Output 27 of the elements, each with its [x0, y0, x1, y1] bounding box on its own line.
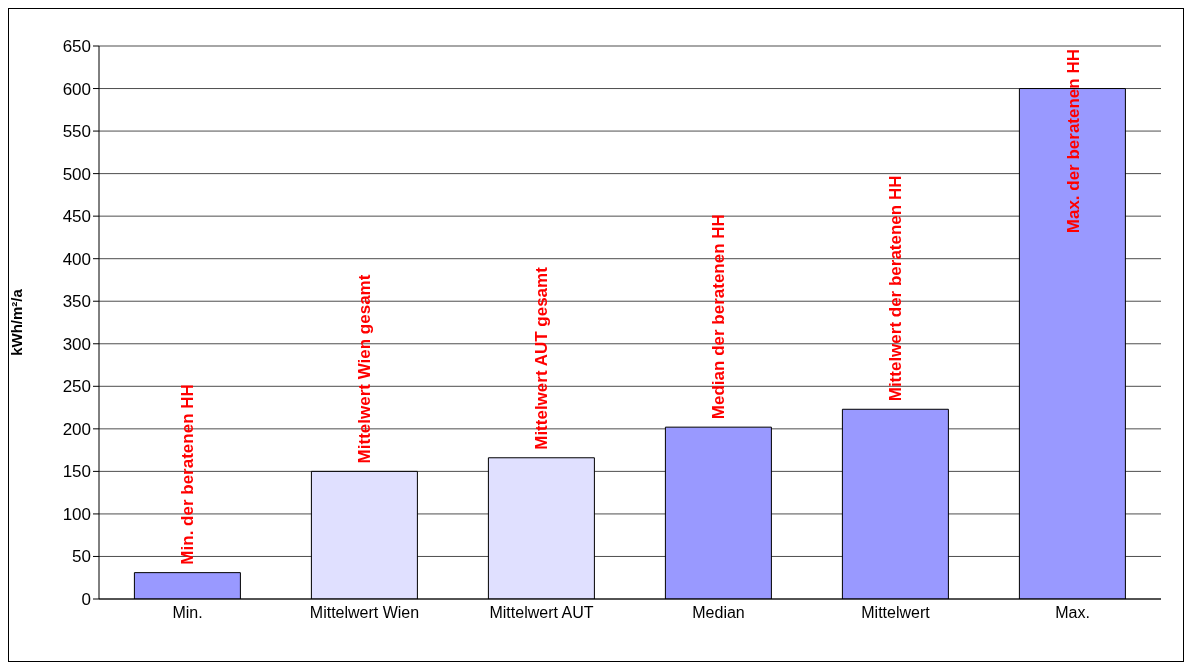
y-tick-label: 50 — [72, 547, 91, 567]
x-tick-label: Mittelwert AUT — [489, 604, 594, 622]
y-tick-label: 500 — [62, 164, 91, 184]
annotation: Mittelwert Wien gesamt — [355, 274, 375, 464]
y-tick-label: 300 — [62, 334, 91, 354]
annotation: Mittelwert AUT gesamt — [532, 266, 552, 450]
x-tick-label: Median — [692, 604, 745, 622]
annotation: Min. der beratenen HH — [178, 384, 198, 565]
annotation: Mittelwert der beratenen HH — [886, 175, 906, 402]
y-tick-label: 0 — [81, 590, 91, 610]
y-tick-label: 250 — [62, 377, 91, 397]
y-tick-label: 550 — [62, 122, 91, 142]
y-tick-label: 200 — [62, 419, 91, 439]
x-tick-label: Max. — [1055, 604, 1090, 622]
y-tick-label: 400 — [62, 249, 91, 269]
y-tick-label: 450 — [62, 207, 91, 227]
x-tick-label: Mittelwert — [861, 604, 931, 622]
y-axis-title: kWh/m²/a — [8, 288, 26, 356]
annotation: Max. der beratenen HH — [1063, 49, 1083, 234]
y-tick-label: 350 — [62, 292, 91, 312]
annotation: Median der beratenen HH — [709, 214, 729, 420]
x-tick-label: Min. — [172, 604, 203, 622]
y-tick-label: 150 — [62, 462, 91, 482]
y-tick-label: 600 — [62, 79, 91, 99]
y-tick-label: 100 — [62, 504, 91, 524]
x-tick-label: Mittelwert Wien — [309, 604, 420, 622]
y-tick-label: 650 — [62, 37, 91, 57]
